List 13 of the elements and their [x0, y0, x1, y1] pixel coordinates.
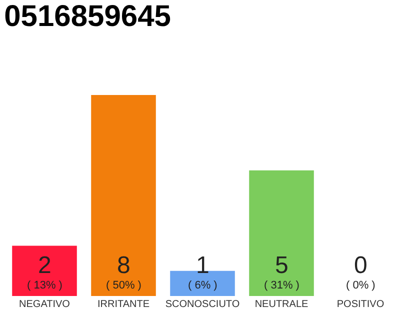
x-tick-label: SCONOSCIUTO	[165, 299, 240, 310]
x-tick-label: POSITIVO	[336, 299, 384, 310]
x-tick-label: IRRITANTE	[97, 299, 150, 310]
bar	[249, 170, 314, 296]
data-label: 0 ( 0% )	[346, 252, 376, 292]
chart-title: 0516859645	[4, 0, 171, 33]
data-label: 2 ( 13% )	[27, 252, 62, 292]
data-label: 8 ( 50% )	[106, 252, 142, 292]
x-tick-label: NEGATIVO	[19, 299, 70, 310]
x-tick-label: NEUTRALE	[254, 299, 308, 310]
data-label: 5 ( 31% )	[264, 252, 300, 292]
bar	[91, 95, 156, 296]
bar	[12, 246, 77, 296]
